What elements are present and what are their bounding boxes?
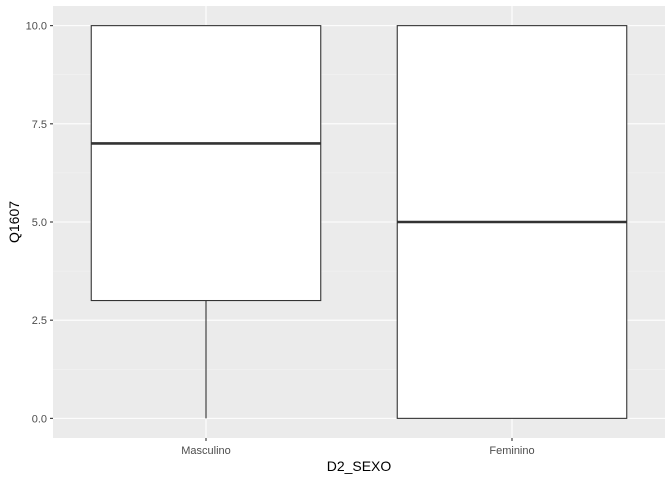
box-feminino — [396, 25, 628, 419]
y-tick-label: 2.5 — [32, 315, 47, 327]
box-body — [90, 25, 322, 302]
x-axis-title: D2_SEXO — [327, 458, 392, 474]
box-masculino — [90, 25, 322, 419]
x-axis: Masculino Feminino — [181, 438, 535, 457]
x-tick-label: Masculino — [181, 445, 231, 457]
box-layer — [90, 25, 628, 419]
y-tick-label: 7.5 — [32, 119, 47, 131]
y-tick-label: 10.0 — [26, 21, 47, 33]
y-tick-label: 5.0 — [32, 217, 47, 229]
y-axis: 0.0 2.5 5.0 7.5 10.0 — [26, 21, 53, 425]
y-tick-label: 0.0 — [32, 413, 47, 425]
x-tick-label: Feminino — [489, 445, 534, 457]
y-axis-title: Q1607 — [6, 201, 22, 243]
